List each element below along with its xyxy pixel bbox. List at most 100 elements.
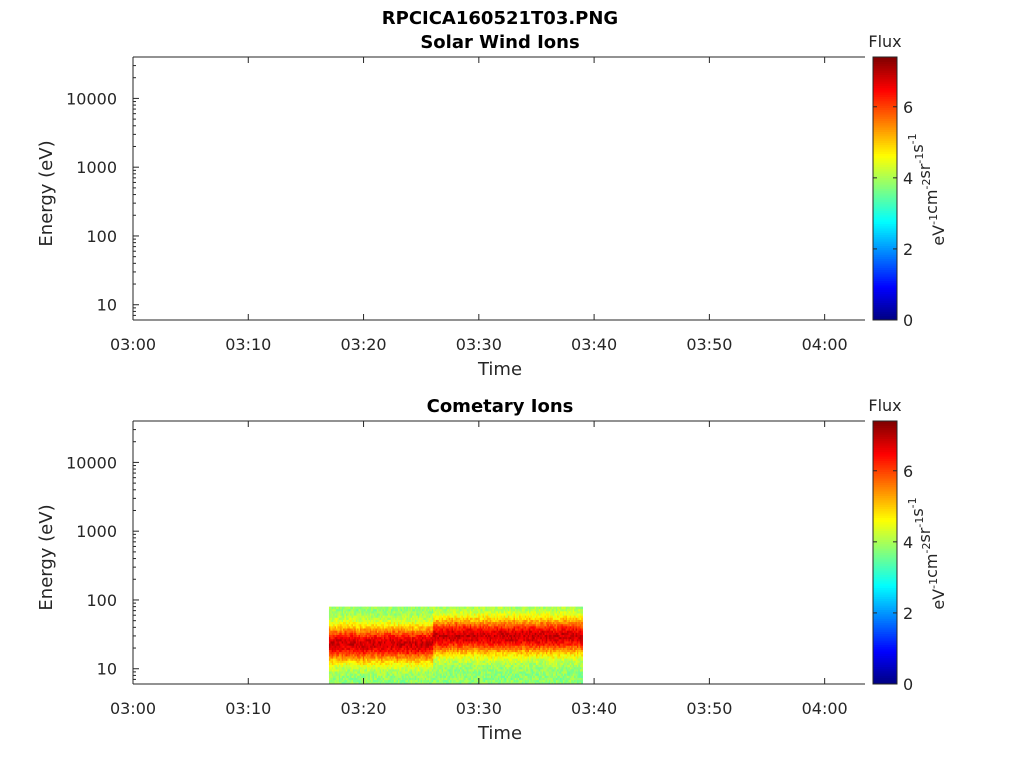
heatmap-cell [430,632,433,635]
heatmap-cell [337,625,340,629]
heatmap-cell [347,677,350,681]
heatmap-cell [514,641,517,644]
heatmap-cell [368,675,371,678]
heatmap-cell [376,681,379,685]
heatmap-cell [472,664,475,668]
heatmap-cell [371,671,374,674]
heatmap-cell [385,666,388,670]
heatmap-cell [379,645,382,648]
heatmap-cell [395,621,397,625]
heatmap-cell [416,610,419,614]
heatmap-cell [347,668,350,672]
heatmap-cell [330,625,333,629]
heatmap-cell [378,628,381,631]
heatmap-cell [381,660,383,663]
heatmap-cell [347,630,350,633]
heatmap-cell [423,675,426,678]
heatmap-cell [333,668,336,672]
heatmap-cell [372,632,375,635]
heatmap-cell [421,623,424,627]
heatmap-cell [347,645,350,648]
heatmap-cell [479,610,482,614]
heatmap-cell [478,656,481,659]
heatmap-cell [498,636,500,640]
heatmap-cell [393,636,396,640]
heatmap-cell [448,617,451,620]
heatmap-cell [385,619,388,623]
heatmap-cell [358,647,361,651]
heatmap-cell [434,653,437,657]
heatmap-cell [424,668,427,672]
heatmap-cell [412,656,414,659]
heatmap-cell [390,634,393,638]
heatmap-cell [462,677,465,681]
heatmap-cell [368,606,371,610]
x-tick-label: 03:40 [571,335,617,354]
heatmap-cell [413,615,416,618]
heatmap-cell [376,643,379,646]
heatmap-cell [433,617,436,620]
heatmap-cell [465,662,468,666]
heatmap-cell [358,679,361,683]
heatmap-cell [452,677,455,681]
heatmap-cell [445,660,448,663]
heatmap-cell [492,615,495,618]
heatmap-cell [451,677,454,681]
heatmap-cell [455,664,458,668]
heatmap-cell [405,625,407,629]
heatmap-cell [402,651,405,655]
heatmap-cell [448,675,451,678]
heatmap-cell [330,621,333,625]
heatmap-cell [345,653,348,657]
heatmap-cell [390,681,393,685]
heatmap-cell [341,649,344,653]
heatmap-cell [354,623,357,627]
heatmap-cell [334,675,337,678]
heatmap-cell [513,636,516,640]
heatmap-cell [372,647,375,651]
heatmap-cell [455,630,458,633]
heatmap-cell [451,632,454,635]
heatmap-cell [407,643,410,646]
heatmap-cell [393,643,396,646]
heatmap-cell [413,649,416,653]
heatmap-cell [355,645,358,648]
heatmap-cell [468,681,471,685]
heatmap-cell [337,634,340,638]
heatmap-cell [405,608,407,612]
heatmap-cell [379,658,382,661]
heatmap-cell [493,632,496,635]
heatmap-cell [338,649,341,653]
heatmap-cell [388,658,390,661]
heatmap-cell [503,673,506,676]
heatmap-cell [468,606,471,610]
heatmap-cell [496,617,499,620]
heatmap-cell [465,664,468,668]
heatmap-cell [345,645,348,648]
heatmap-cell [362,671,365,674]
heatmap-cell [328,675,331,678]
heatmap-cell [334,619,337,623]
heatmap-cell [433,656,436,659]
heatmap-cell [493,625,496,629]
heatmap-cell [495,630,498,633]
heatmap-cell [436,649,438,653]
heatmap-cell [450,666,452,670]
heatmap-cell [452,675,455,678]
heatmap-cell [490,673,493,676]
heatmap-cell [490,660,493,663]
heatmap-cell [495,666,498,670]
colorbar-swatch [873,116,897,119]
heatmap-cell [390,623,393,627]
heatmap-cell [413,662,416,666]
colorbar-swatch [873,188,897,192]
heatmap-cell [368,666,371,670]
heatmap-cell [423,628,426,631]
heatmap-cell [445,621,448,625]
heatmap-cell [420,610,423,614]
heatmap-cell [434,632,437,635]
heatmap-cell [409,671,412,674]
heatmap-cell [490,666,493,670]
heatmap-cell [336,638,338,642]
heatmap-cell [386,615,389,618]
